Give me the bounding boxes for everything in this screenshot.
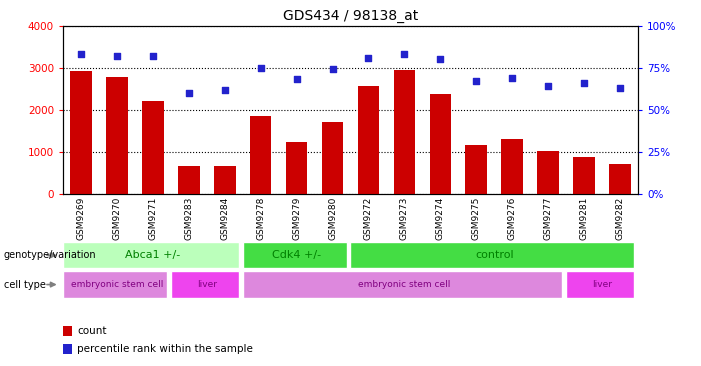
Text: liver: liver — [592, 280, 612, 289]
Bar — [63, 272, 168, 298]
Point — [147, 53, 158, 59]
Point — [614, 85, 625, 91]
Bar — [63, 242, 239, 268]
Bar — [573, 157, 594, 194]
Point — [399, 51, 410, 57]
Point — [255, 65, 266, 71]
Bar — [106, 77, 128, 194]
Text: percentile rank within the sample: percentile rank within the sample — [77, 344, 253, 354]
Text: Cdk4 +/-: Cdk4 +/- — [272, 250, 321, 260]
Title: GDS434 / 98138_at: GDS434 / 98138_at — [283, 9, 418, 23]
Bar — [243, 242, 347, 268]
Point — [435, 56, 446, 62]
Bar — [171, 272, 239, 298]
Bar — [286, 142, 307, 194]
Point — [291, 76, 302, 82]
Bar — [214, 166, 236, 194]
Point — [76, 51, 87, 57]
Text: control: control — [475, 250, 514, 260]
Point — [363, 55, 374, 60]
Bar — [70, 71, 92, 194]
Bar — [63, 326, 72, 336]
Bar — [350, 242, 634, 268]
Bar — [63, 344, 72, 354]
Bar — [394, 70, 415, 194]
Bar — [430, 94, 451, 194]
Text: liver: liver — [197, 280, 217, 289]
Text: cell type: cell type — [4, 280, 46, 290]
Point — [111, 53, 123, 59]
Bar — [142, 101, 163, 194]
Bar — [358, 86, 379, 194]
Text: Abca1 +/-: Abca1 +/- — [125, 250, 181, 260]
Point — [183, 90, 194, 96]
Bar — [566, 272, 634, 298]
Bar — [537, 151, 559, 194]
Text: embryonic stem cell: embryonic stem cell — [358, 280, 451, 289]
Bar — [501, 139, 523, 194]
Bar — [322, 122, 343, 194]
Point — [507, 75, 518, 81]
Point — [219, 87, 231, 93]
Text: count: count — [77, 326, 107, 336]
Bar — [609, 164, 631, 194]
Text: embryonic stem cell: embryonic stem cell — [71, 280, 163, 289]
Text: genotype/variation: genotype/variation — [4, 250, 96, 260]
Bar — [178, 166, 200, 194]
Point — [543, 83, 554, 89]
Point — [470, 78, 482, 84]
Point — [578, 80, 590, 86]
Point — [327, 67, 338, 72]
Bar — [465, 145, 487, 194]
Bar — [243, 272, 562, 298]
Bar — [250, 116, 271, 194]
